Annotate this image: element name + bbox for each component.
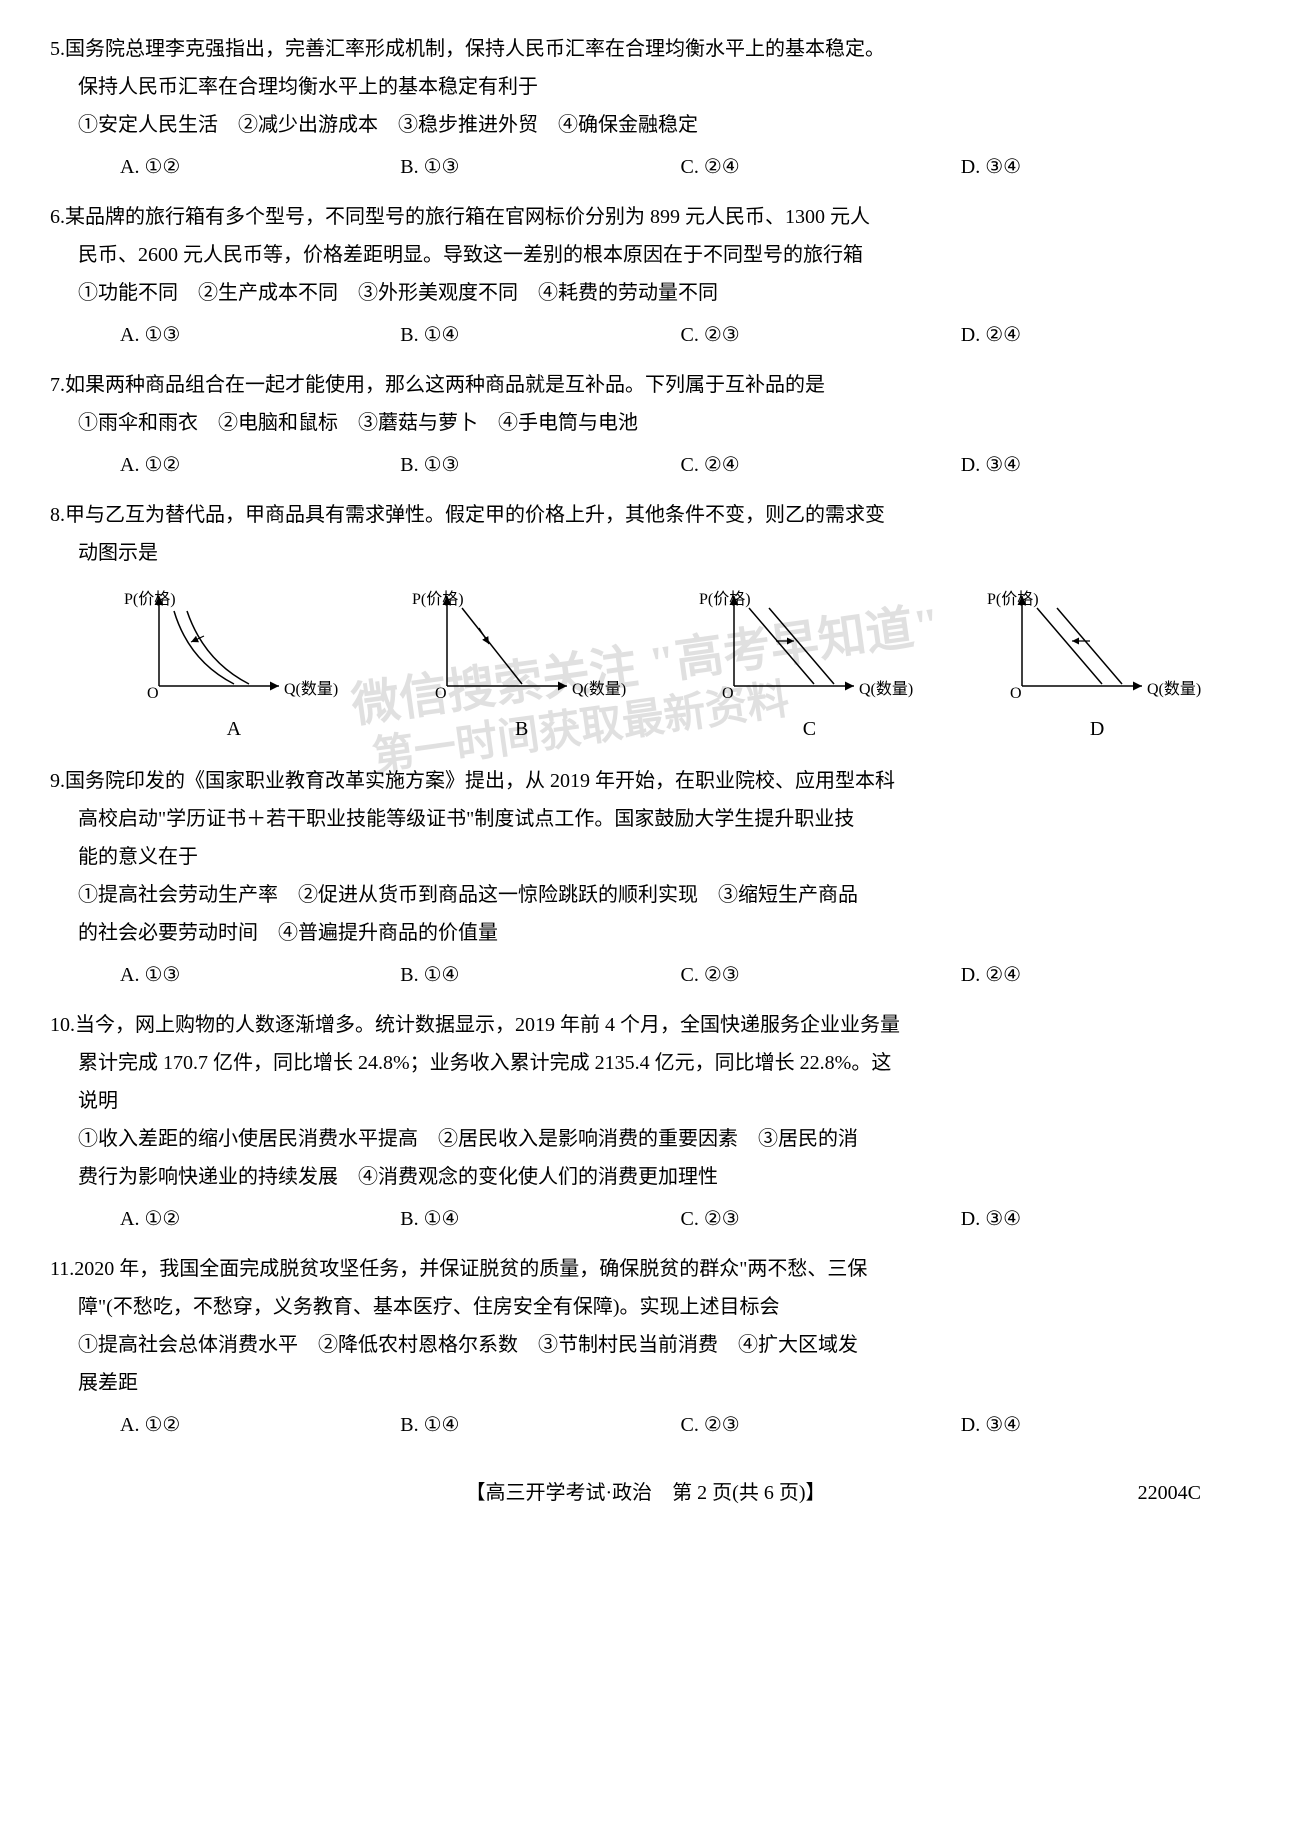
q5-options: A. ①② B. ①③ C. ②④ D. ③④: [50, 148, 1241, 186]
q7-opt-c: C. ②④: [681, 446, 961, 484]
question-5: 5.国务院总理李克强指出，完善汇率形成机制，保持人民币汇率在合理均衡水平上的基本…: [50, 30, 1241, 186]
q5-num: 5.: [50, 38, 65, 60]
graph-c-label: C: [694, 710, 924, 748]
q11-text: 11.2020 年，我国全面完成脱贫攻坚任务，并保证脱贫的质量，确保脱贫的群众"…: [50, 1250, 1241, 1288]
q9-opt-a: A. ①③: [120, 956, 400, 994]
graph-a: P(价格) Q(数量) O A: [119, 586, 349, 748]
q8-graphs: P(价格) Q(数量) O A P(价格) Q(数量) O: [50, 586, 1241, 748]
q5-line1: 国务院总理李克强指出，完善汇率形成机制，保持人民币汇率在合理均衡水平上的基本稳定…: [65, 38, 885, 60]
q7-num: 7.: [50, 374, 65, 396]
question-9: 9.国务院印发的《国家职业教育改革实施方案》提出，从 2019 年开始，在职业院…: [50, 762, 1241, 994]
q10-stems1: ①收入差距的缩小使居民消费水平提高 ②居民收入是影响消费的重要因素 ③居民的消: [50, 1120, 1241, 1158]
q7-line1: 如果两种商品组合在一起才能使用，那么这两种商品就是互补品。下列属于互补品的是: [65, 374, 825, 396]
q6-stems: ①功能不同 ②生产成本不同 ③外形美观度不同 ④耗费的劳动量不同: [50, 274, 1241, 312]
question-8: 8.甲与乙互为替代品，甲商品具有需求弹性。假定甲的价格上升，其他条件不变，则乙的…: [50, 496, 1241, 748]
q6-options: A. ①③ B. ①④ C. ②③ D. ②④: [50, 316, 1241, 354]
graph-d-label: D: [982, 710, 1212, 748]
q7-text: 7.如果两种商品组合在一起才能使用，那么这两种商品就是互补品。下列属于互补品的是: [50, 366, 1241, 404]
question-7: 7.如果两种商品组合在一起才能使用，那么这两种商品就是互补品。下列属于互补品的是…: [50, 366, 1241, 484]
q5-opt-d: D. ③④: [961, 148, 1241, 186]
q6-line1: 某品牌的旅行箱有多个型号，不同型号的旅行箱在官网标价分别为 899 元人民币、1…: [65, 206, 870, 228]
q6-line2: 民币、2600 元人民币等，价格差距明显。导致这一差别的根本原因在于不同型号的旅…: [50, 236, 1241, 274]
axis-y-label: P(价格): [987, 590, 1039, 608]
q6-opt-d: D. ②④: [961, 316, 1241, 354]
q9-num: 9.: [50, 770, 65, 792]
q8-text: 8.甲与乙互为替代品，甲商品具有需求弹性。假定甲的价格上升，其他条件不变，则乙的…: [50, 496, 1241, 534]
axis-y-label: P(价格): [124, 590, 176, 608]
q10-num: 10.: [50, 1014, 75, 1036]
q9-stems1: ①提高社会劳动生产率 ②促进从货币到商品这一惊险跳跃的顺利实现 ③缩短生产商品: [50, 876, 1241, 914]
q6-opt-c: C. ②③: [681, 316, 961, 354]
q11-line1: 2020 年，我国全面完成脱贫攻坚任务，并保证脱贫的质量，确保脱贫的群众"两不愁…: [74, 1258, 867, 1280]
axis-y-label: P(价格): [412, 590, 464, 608]
q6-opt-a: A. ①③: [120, 316, 400, 354]
q5-stems: ①安定人民生活 ②减少出游成本 ③稳步推进外贸 ④确保金融稳定: [50, 106, 1241, 144]
q5-opt-a: A. ①②: [120, 148, 400, 186]
q11-options: A. ①② B. ①④ C. ②③ D. ③④: [50, 1406, 1241, 1444]
q11-opt-c: C. ②③: [681, 1406, 961, 1444]
q5-opt-b: B. ①③: [400, 148, 680, 186]
axis-y-label: P(价格): [699, 590, 751, 608]
q7-opt-d: D. ③④: [961, 446, 1241, 484]
q7-opt-b: B. ①③: [400, 446, 680, 484]
footer-code: 22004C: [1138, 1474, 1201, 1512]
q9-options: A. ①③ B. ①④ C. ②③ D. ②④: [50, 956, 1241, 994]
q10-line2: 累计完成 170.7 亿件，同比增长 24.8%；业务收入累计完成 2135.4…: [50, 1044, 1241, 1082]
graph-b-label: B: [407, 710, 637, 748]
q5-text: 5.国务院总理李克强指出，完善汇率形成机制，保持人民币汇率在合理均衡水平上的基本…: [50, 30, 1241, 68]
q9-line3: 能的意义在于: [50, 838, 1241, 876]
q11-opt-b: B. ①④: [400, 1406, 680, 1444]
q9-line2: 高校启动"学历证书＋若干职业技能等级证书"制度试点工作。国家鼓励大学生提升职业技: [50, 800, 1241, 838]
question-11: 11.2020 年，我国全面完成脱贫攻坚任务，并保证脱贫的质量，确保脱贫的群众"…: [50, 1250, 1241, 1444]
footer-text: 【高三开学考试·政治 第 2 页(共 6 页)】: [466, 1482, 826, 1504]
q9-opt-d: D. ②④: [961, 956, 1241, 994]
q10-stems2: 费行为影响快递业的持续发展 ④消费观念的变化使人们的消费更加理性: [50, 1158, 1241, 1196]
axis-origin: O: [147, 685, 159, 702]
q10-opt-d: D. ③④: [961, 1200, 1241, 1238]
q7-options: A. ①② B. ①③ C. ②④ D. ③④: [50, 446, 1241, 484]
graph-a-label: A: [119, 710, 349, 748]
q10-options: A. ①② B. ①④ C. ②③ D. ③④: [50, 1200, 1241, 1238]
q7-opt-a: A. ①②: [120, 446, 400, 484]
axis-x-label: Q(数量): [859, 680, 913, 698]
q6-text: 6.某品牌的旅行箱有多个型号，不同型号的旅行箱在官网标价分别为 899 元人民币…: [50, 198, 1241, 236]
q11-stems1: ①提高社会总体消费水平 ②降低农村恩格尔系数 ③节制村民当前消费 ④扩大区域发: [50, 1326, 1241, 1364]
q8-num: 8.: [50, 504, 65, 526]
q8-line2: 动图示是: [50, 534, 1241, 572]
axis-origin: O: [722, 685, 734, 702]
q11-num: 11.: [50, 1258, 74, 1280]
q11-opt-d: D. ③④: [961, 1406, 1241, 1444]
graph-c: P(价格) Q(数量) O C: [694, 586, 924, 748]
question-6: 6.某品牌的旅行箱有多个型号，不同型号的旅行箱在官网标价分别为 899 元人民币…: [50, 198, 1241, 354]
q11-stems2: 展差距: [50, 1364, 1241, 1402]
page-footer: 【高三开学考试·政治 第 2 页(共 6 页)】 22004C: [50, 1474, 1241, 1512]
q5-opt-c: C. ②④: [681, 148, 961, 186]
graph-b: P(价格) Q(数量) O B: [407, 586, 637, 748]
axis-x-label: Q(数量): [572, 680, 626, 698]
q6-opt-b: B. ①④: [400, 316, 680, 354]
question-10: 10.当今，网上购物的人数逐渐增多。统计数据显示，2019 年前 4 个月，全国…: [50, 1006, 1241, 1238]
q11-line2: 障"(不愁吃，不愁穿，义务教育、基本医疗、住房安全有保障)。实现上述目标会: [50, 1288, 1241, 1326]
axis-origin: O: [435, 685, 447, 702]
graph-d: P(价格) Q(数量) O D: [982, 586, 1212, 748]
q6-num: 6.: [50, 206, 65, 228]
axis-origin: O: [1010, 685, 1022, 702]
q9-opt-c: C. ②③: [681, 956, 961, 994]
axis-x-label: Q(数量): [1147, 680, 1201, 698]
q10-line3: 说明: [50, 1082, 1241, 1120]
q10-text: 10.当今，网上购物的人数逐渐增多。统计数据显示，2019 年前 4 个月，全国…: [50, 1006, 1241, 1044]
q10-line1: 当今，网上购物的人数逐渐增多。统计数据显示，2019 年前 4 个月，全国快递服…: [75, 1014, 900, 1036]
q10-opt-c: C. ②③: [681, 1200, 961, 1238]
q5-line2: 保持人民币汇率在合理均衡水平上的基本稳定有利于: [50, 68, 1241, 106]
axis-x-label: Q(数量): [284, 680, 338, 698]
q11-opt-a: A. ①②: [120, 1406, 400, 1444]
q9-line1: 国务院印发的《国家职业教育改革实施方案》提出，从 2019 年开始，在职业院校、…: [65, 770, 895, 792]
q9-text: 9.国务院印发的《国家职业教育改革实施方案》提出，从 2019 年开始，在职业院…: [50, 762, 1241, 800]
q8-line1: 甲与乙互为替代品，甲商品具有需求弹性。假定甲的价格上升，其他条件不变，则乙的需求…: [65, 504, 885, 526]
q10-opt-b: B. ①④: [400, 1200, 680, 1238]
q10-opt-a: A. ①②: [120, 1200, 400, 1238]
q9-opt-b: B. ①④: [400, 956, 680, 994]
q7-stems: ①雨伞和雨衣 ②电脑和鼠标 ③蘑菇与萝卜 ④手电筒与电池: [50, 404, 1241, 442]
q9-stems2: 的社会必要劳动时间 ④普遍提升商品的价值量: [50, 914, 1241, 952]
